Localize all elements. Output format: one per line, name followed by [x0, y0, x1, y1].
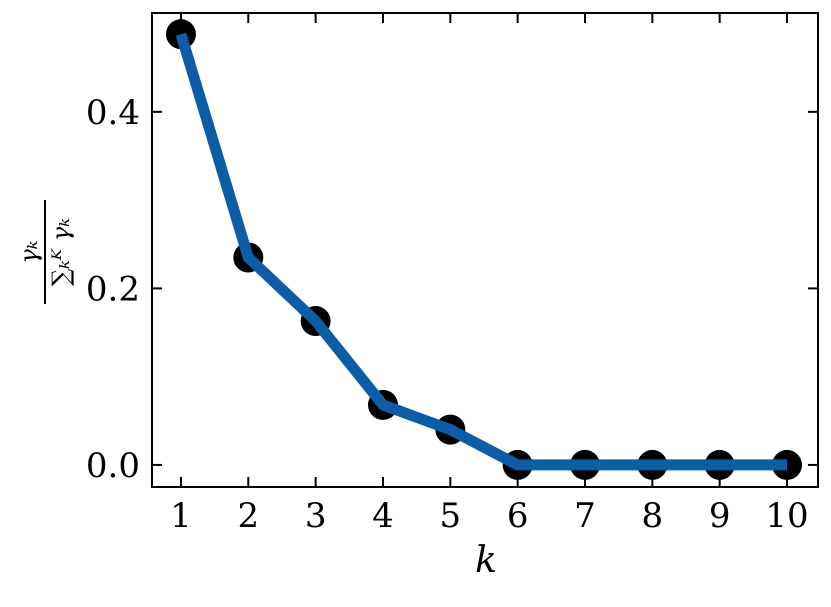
plot-frame — [151, 12, 819, 488]
x-tick-label: 3 — [305, 496, 327, 536]
y-tick-label: 0.0 — [86, 446, 140, 486]
y-label-numerator: γₖ — [15, 240, 43, 263]
series-line — [175, 32, 788, 471]
y-tick-label: 0.2 — [86, 269, 140, 309]
x-tick-label: 8 — [642, 496, 664, 536]
x-tick-label: 9 — [709, 496, 731, 536]
x-tick-label: 7 — [574, 496, 596, 536]
x-tick-label: 10 — [765, 496, 808, 536]
x-tick-label: 5 — [439, 496, 461, 536]
x-tick-label: 2 — [237, 496, 259, 536]
y-axis-label: γₖ ∑ₖᴷ γₖ — [15, 200, 75, 304]
x-tick-label: 1 — [170, 496, 192, 536]
x-axis-label: k — [475, 540, 497, 581]
x-tick-label: 4 — [372, 496, 394, 536]
x-tick-label: 6 — [507, 496, 529, 536]
y-tick-label: 0.4 — [86, 93, 140, 133]
y-label-denominator: ∑ₖᴷ γₖ — [47, 218, 75, 286]
